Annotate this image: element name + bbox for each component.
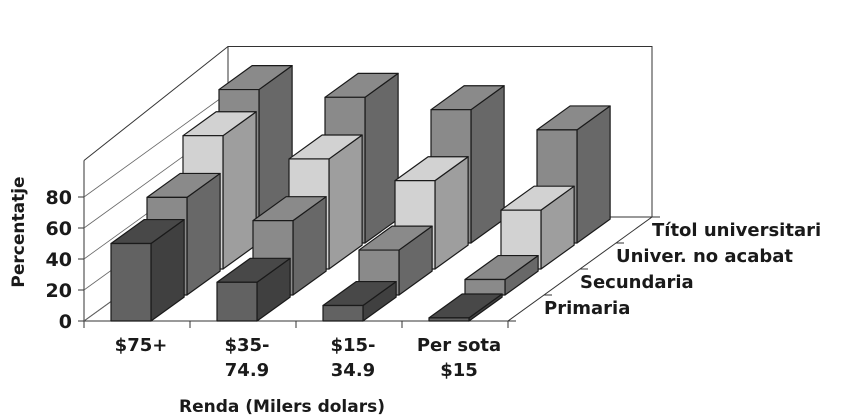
left-wall-top <box>83 46 229 161</box>
y-tick-label: 60 <box>46 218 72 240</box>
y-tick-wall-line <box>83 92 229 198</box>
bar <box>322 280 397 322</box>
bar-front <box>216 281 258 322</box>
bar <box>216 257 291 322</box>
bar-side <box>222 111 257 270</box>
labels: Percentatje Renda (Milers dolars) 0 20 40 6… <box>9 176 821 417</box>
y-tick-label: 80 <box>46 187 72 209</box>
x-tick-label: $15- <box>330 335 375 356</box>
y-tick-label: 20 <box>46 280 72 302</box>
bar <box>110 218 185 322</box>
legend-label: Títol universitari <box>652 220 821 241</box>
bar-front <box>464 278 506 296</box>
bars <box>110 65 611 322</box>
bar-front <box>428 317 470 322</box>
x-axis-label: Renda (Milers dolars) <box>179 397 385 417</box>
y-tick-label: 40 <box>46 249 72 271</box>
x-tick-label: Per sota <box>417 335 501 356</box>
x-tick-label: $75+ <box>115 335 168 356</box>
bar <box>464 254 539 296</box>
legend-label: Univer. no acabat <box>616 246 793 267</box>
y-axis-label: Percentatje <box>9 176 29 287</box>
y-tick-label: 0 <box>59 311 72 333</box>
x-tick-label: $35- <box>224 335 269 356</box>
x-tick-label: $15 <box>440 360 478 381</box>
legend-label: Secundaria <box>580 272 694 293</box>
bar-front <box>110 242 152 322</box>
legend-label: Primaria <box>544 298 630 319</box>
x-tick-label: 74.9 <box>225 360 269 381</box>
x-tick-label: 34.9 <box>331 360 375 381</box>
bar-front <box>322 304 364 322</box>
bar-top <box>428 293 503 319</box>
bar-side <box>364 72 399 244</box>
bar-side <box>470 85 505 244</box>
bar <box>428 293 503 322</box>
